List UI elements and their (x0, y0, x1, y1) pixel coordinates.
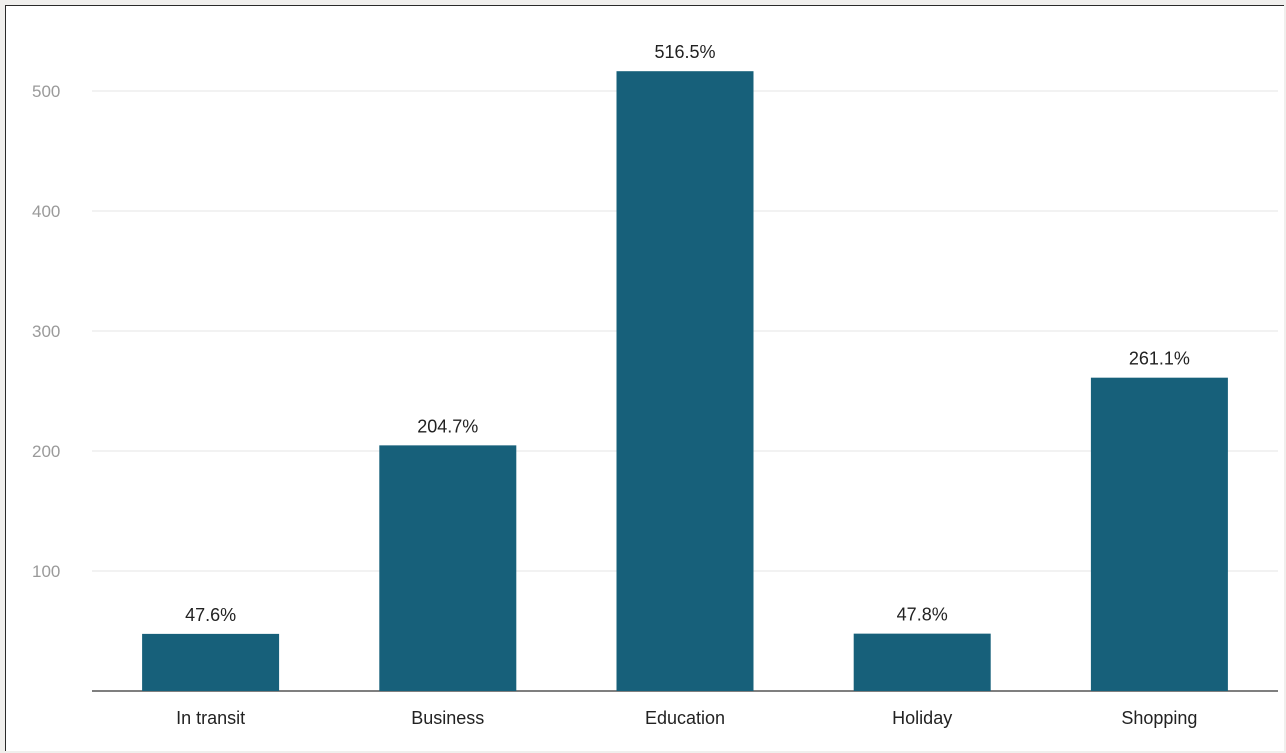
y-tick-label: 300 (32, 322, 60, 341)
data-label: 204.7% (417, 416, 478, 436)
data-label: 261.1% (1129, 349, 1190, 369)
bar (379, 445, 517, 691)
x-tick-label: Business (411, 708, 484, 728)
data-label: 516.5% (654, 42, 715, 62)
y-tick-label: 500 (32, 82, 60, 101)
y-tick-label: 200 (32, 442, 60, 461)
chart-frame: 100 200 300 400 500 47.6% 204.7% 516.5% 47.8% 26… (5, 5, 1284, 751)
bar (1090, 377, 1228, 691)
bar (853, 633, 991, 691)
data-labels: 47.6% 204.7% 516.5% 47.8% 261.1% (185, 42, 1190, 625)
y-axis: 100 200 300 400 500 (32, 82, 60, 581)
bar (142, 633, 280, 691)
data-label: 47.6% (185, 605, 236, 625)
y-tick-label: 100 (32, 562, 60, 581)
x-tick-label: Holiday (892, 708, 952, 728)
x-tick-label: In transit (176, 708, 245, 728)
x-tick-label: Shopping (1121, 708, 1197, 728)
bar (616, 71, 754, 691)
x-tick-label: Education (645, 708, 725, 728)
bar-chart: 100 200 300 400 500 47.6% 204.7% 516.5% 47.8% 26… (32, 42, 1278, 728)
x-axis: In transit Business Education Holiday Shoppi… (176, 708, 1197, 728)
bars (142, 71, 1228, 691)
y-tick-label: 400 (32, 202, 60, 221)
data-label: 47.8% (897, 605, 948, 625)
